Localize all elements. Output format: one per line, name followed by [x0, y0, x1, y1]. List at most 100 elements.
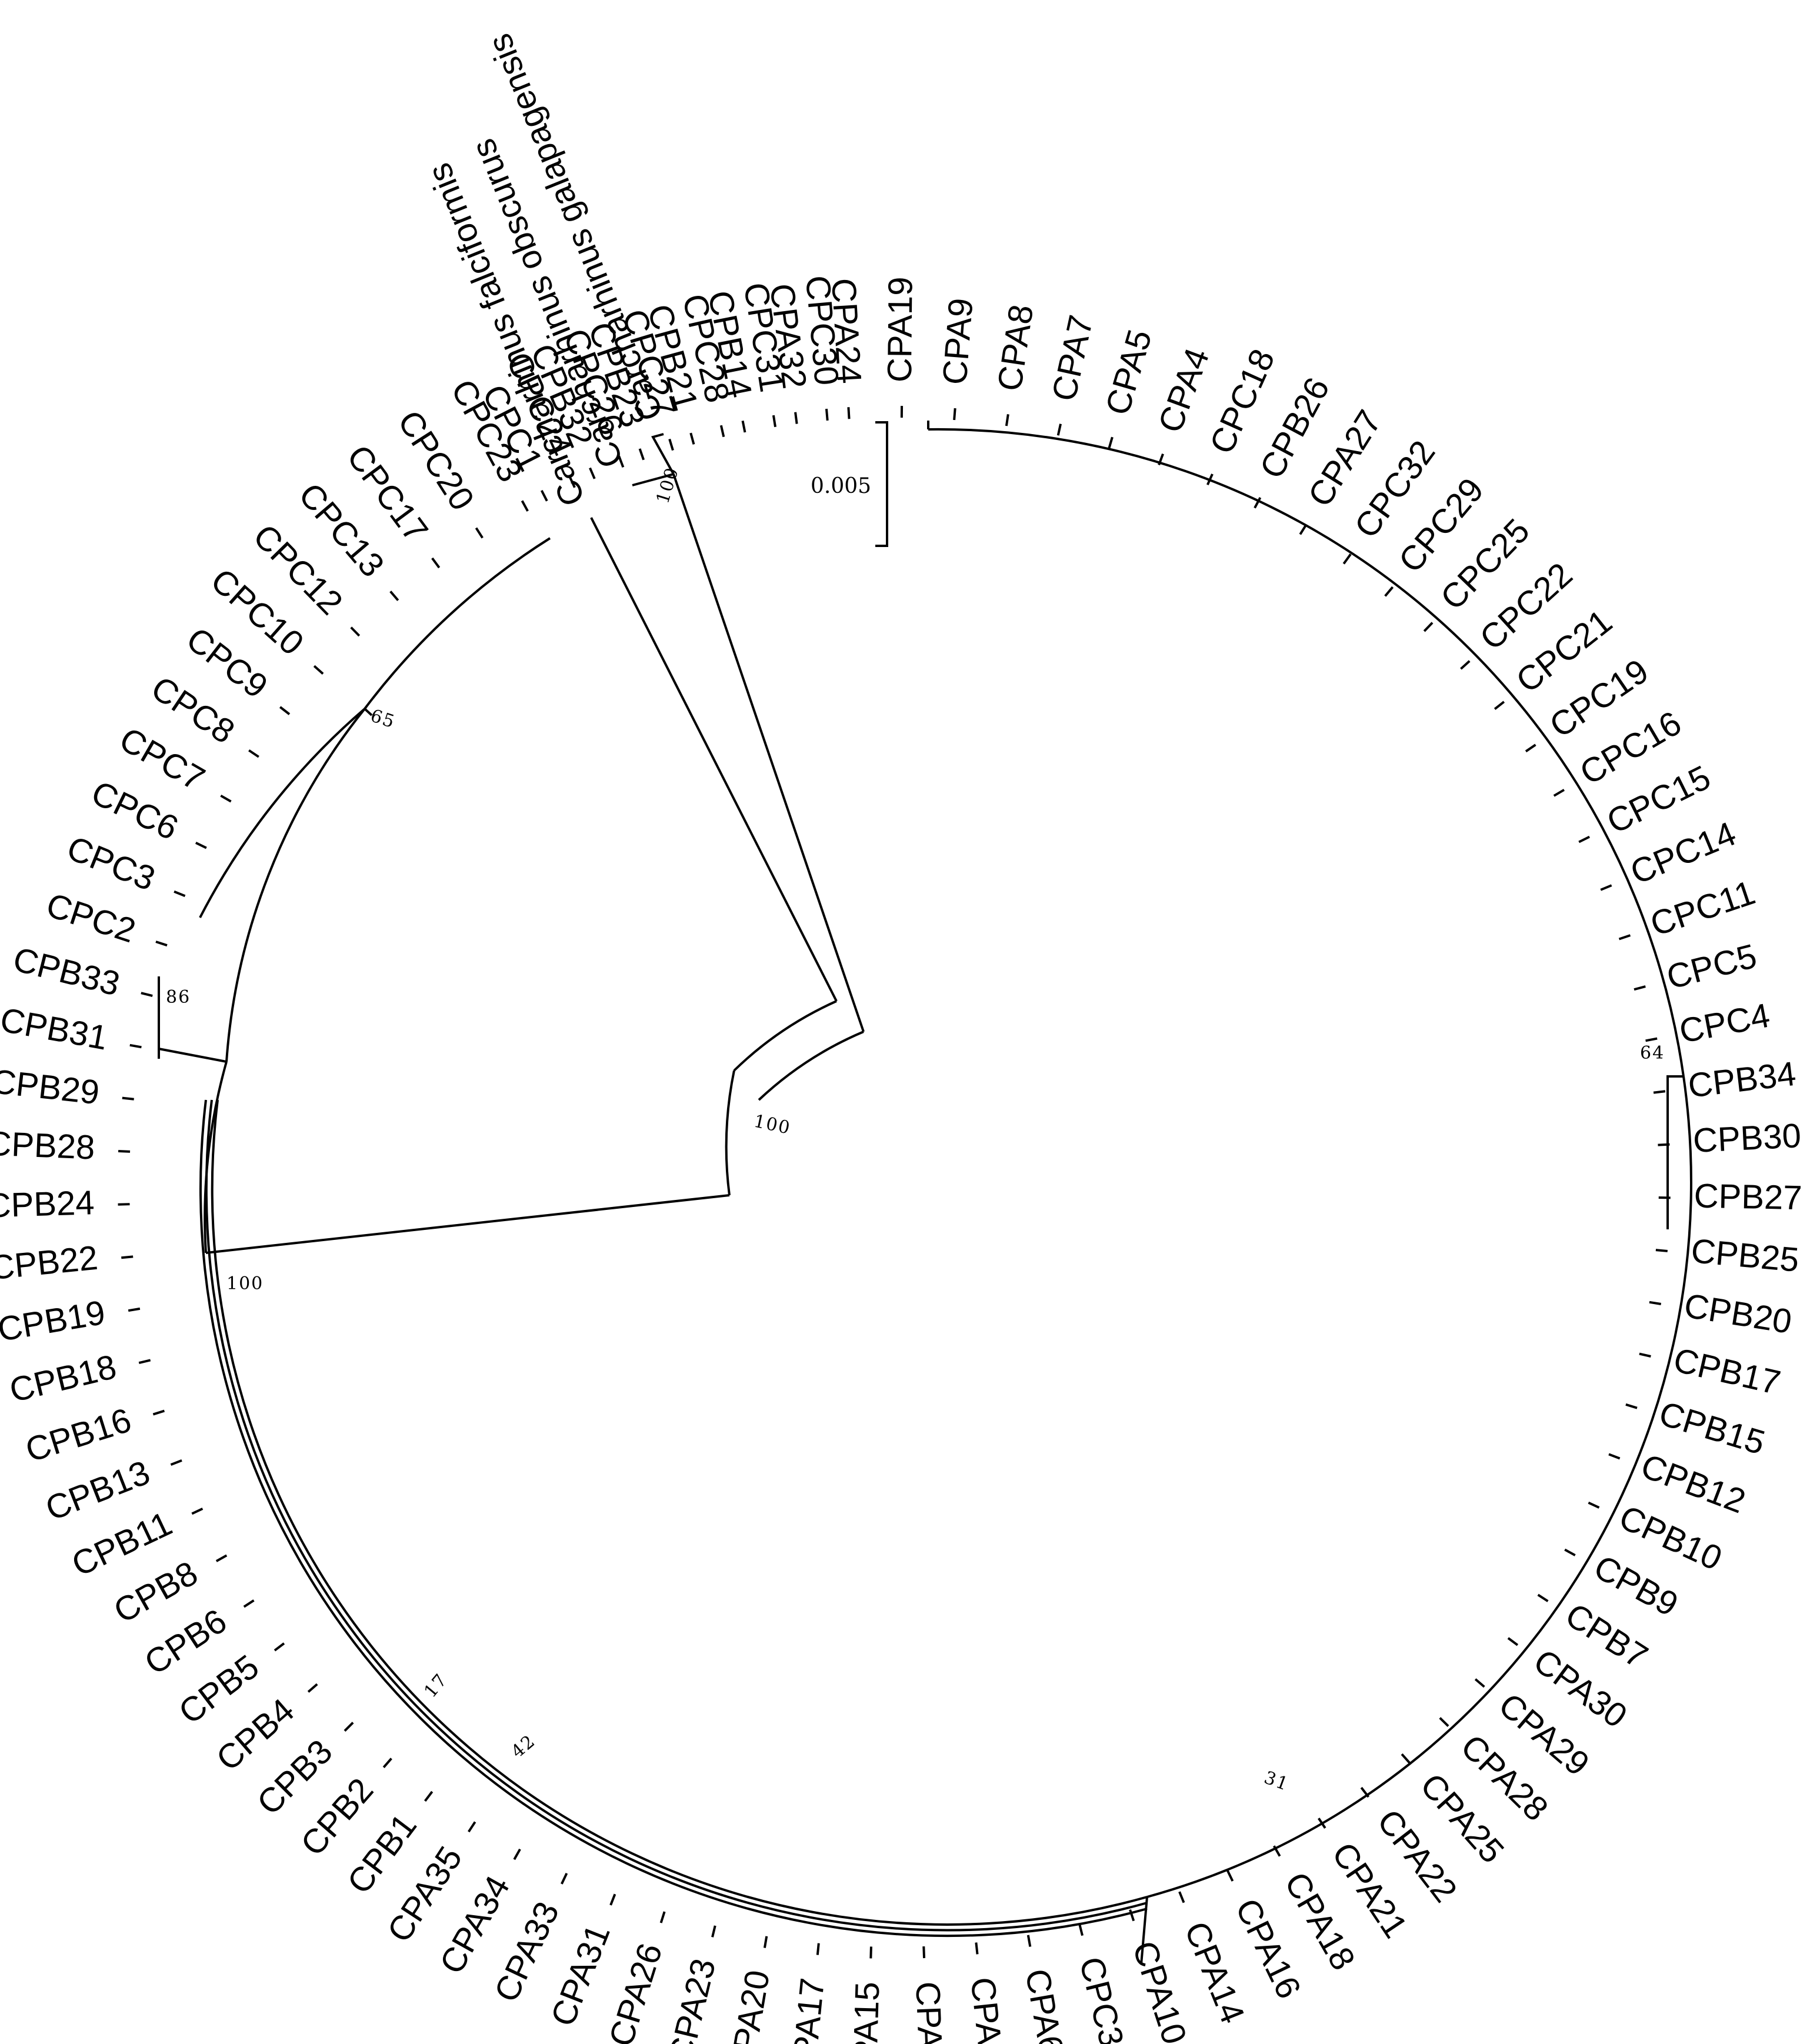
leaf-tick	[174, 890, 186, 898]
leaf-tick	[279, 706, 291, 715]
taxon-label: CPA4	[1151, 343, 1216, 438]
leaf-tick	[1108, 436, 1114, 449]
leaf-tick	[129, 1043, 142, 1049]
bootstrap-outgroup-pair: 100	[652, 465, 683, 506]
taxon-label: CPA9	[935, 297, 980, 386]
taxon-label: CPC30	[798, 274, 846, 387]
outgroup-branches	[205, 433, 865, 1254]
leaf-tick	[1056, 424, 1062, 436]
bootstrap-right: 64	[1640, 1043, 1665, 1063]
leaf-tick	[1474, 1678, 1485, 1688]
taxon-label: CPA15	[845, 1981, 886, 2044]
leaf-tick	[521, 500, 529, 512]
leaf-tick	[475, 527, 484, 539]
leaf-tick	[772, 415, 776, 428]
leaf-tick	[1206, 474, 1214, 486]
leaf-tick	[975, 1942, 979, 1955]
leaf-tick	[122, 1096, 134, 1101]
leaf-tick	[307, 1683, 318, 1693]
leaf-tick	[1645, 1037, 1658, 1042]
leaf-tick	[540, 489, 548, 502]
taxon-label: CPB33	[9, 940, 124, 1003]
leaf-tick	[1525, 743, 1536, 753]
scale-bar: 0.005	[811, 421, 888, 547]
taxon-label: CPB19	[0, 1293, 108, 1349]
leaf-tick	[1439, 1717, 1449, 1728]
taxon-label: CPB22	[0, 1239, 99, 1288]
taxon-label: CPA26	[602, 1939, 670, 2044]
leaf-tick	[689, 432, 695, 445]
leaf-tick	[568, 476, 576, 488]
taxon-label: CPB34	[1686, 1055, 1798, 1105]
taxon-label: CPA8	[990, 302, 1041, 394]
leaf-tick	[1178, 1891, 1185, 1903]
leaf-tick	[141, 992, 153, 997]
leaf-tick	[589, 467, 596, 479]
leaf-tick	[618, 455, 625, 468]
taxon-label: CPA24	[824, 277, 868, 385]
leaf-tick	[138, 1359, 151, 1365]
taxon-label: CPC5	[1663, 936, 1761, 996]
leaf-tick	[1625, 1403, 1638, 1409]
taxon-label: CPC33	[1072, 1953, 1135, 2044]
leaf-tick	[248, 749, 259, 758]
leaf-tick	[1618, 934, 1631, 941]
leaf-tick	[1026, 1935, 1032, 1947]
leaf-tick	[638, 448, 645, 461]
taxon-label: CPB27	[1694, 1177, 1802, 1218]
leaf-tick	[719, 425, 725, 438]
scale-bar-label: 0.005	[811, 474, 871, 498]
leaf-tick	[155, 941, 168, 947]
leaf-tick	[1655, 1249, 1668, 1252]
leaf-tick	[220, 794, 232, 803]
leaf-tick	[118, 1203, 130, 1206]
taxon-label: CPA7	[1045, 312, 1101, 405]
leaf-tick	[816, 1943, 820, 1955]
leaf-tick	[468, 1821, 476, 1833]
bootstrap-values: 100 100 100 65 86 17 42 31 64	[166, 465, 1665, 1795]
leaf-tick	[794, 412, 798, 424]
leaf-tick	[1299, 523, 1308, 535]
leaf-tick	[128, 1307, 141, 1312]
leaf-tick	[1273, 1845, 1281, 1857]
leaf-tick	[1342, 553, 1352, 565]
leaf-tick	[1553, 789, 1565, 797]
taxon-label: CPA10	[1125, 1936, 1194, 2044]
leaf-tick	[431, 557, 441, 569]
taxon-label: CPC11	[1646, 873, 1760, 944]
bootstrap-lower-right: 31	[1261, 1768, 1292, 1795]
leaf-tick	[121, 1255, 134, 1259]
leaf-tick	[1401, 1753, 1411, 1764]
leaf-tick	[1129, 1909, 1135, 1922]
leaf-tick	[1460, 660, 1471, 670]
leaf-tick	[313, 665, 324, 675]
taxon-label: CPA20	[722, 1968, 777, 2044]
leaf-tick	[1078, 1923, 1084, 1936]
leaf-tick	[350, 626, 361, 637]
leaf-tick	[741, 420, 746, 433]
leaf-tick	[1158, 453, 1164, 466]
leaf-tick	[344, 1722, 354, 1732]
leaf-tick	[1600, 884, 1612, 891]
taxon-label: CPB28	[0, 1124, 96, 1166]
leaf-tick	[1564, 1548, 1576, 1556]
leaf-tick	[170, 1459, 182, 1466]
leaf-tick	[659, 1911, 666, 1923]
leaf-tick	[1639, 1352, 1651, 1358]
taxon-label: CPB29	[0, 1062, 101, 1112]
bootstrap-left-top: 65	[368, 705, 398, 732]
leaf-tick	[1384, 586, 1394, 597]
leaf-tick	[191, 1508, 204, 1515]
leaf-tick	[668, 438, 674, 451]
leaf-tick	[711, 1925, 716, 1938]
leaf-tick	[763, 1936, 768, 1948]
taxon-label: CPB20	[1682, 1286, 1795, 1341]
leaf-tick	[382, 1758, 392, 1768]
taxon-label: CPC3	[62, 829, 161, 898]
taxon-label: CPB18	[6, 1348, 120, 1410]
leaf-tick	[215, 1554, 228, 1562]
taxon-label: CPB25	[1689, 1232, 1801, 1279]
taxon-label: CPA13	[908, 1981, 951, 2044]
